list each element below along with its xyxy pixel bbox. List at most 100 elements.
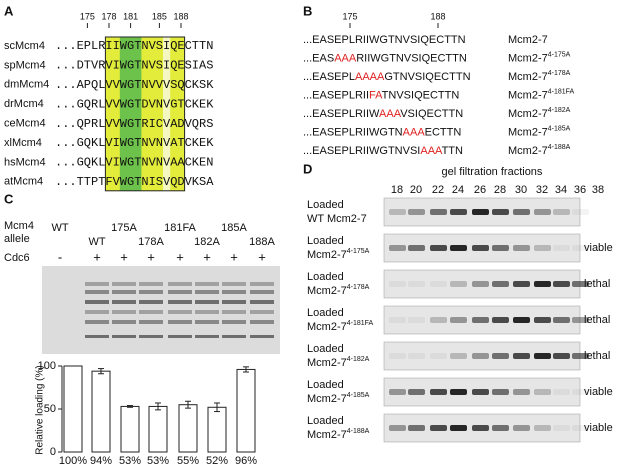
text-part: 4-181FA (548, 88, 575, 95)
gel-title: gel filtration fractions (442, 166, 543, 178)
sequence: ...EASEPLRIIFATNVSIQECTTN (303, 89, 459, 101)
gel-band (139, 300, 163, 304)
cdc6-label: + (147, 249, 155, 264)
row-label: Mcm2-74-175A (307, 248, 370, 261)
gel-band (408, 389, 425, 395)
gel-band (85, 335, 109, 338)
sequence: ...EPLRIIWGTNVSIQECTTN (55, 39, 213, 53)
text-part: 4-185A (347, 392, 370, 399)
cdc6-label: + (120, 249, 128, 264)
gel-band (168, 282, 192, 286)
highlight (119, 37, 142, 191)
gel-band (450, 281, 467, 287)
gel-band (408, 353, 425, 359)
gel-band (195, 320, 219, 324)
text-part: 4-185A (548, 125, 571, 132)
gel-band (222, 300, 246, 304)
gel-band (85, 310, 109, 314)
text-part: Mcm2-7 (508, 126, 548, 138)
gel-band (250, 310, 274, 314)
gel-band (472, 389, 489, 395)
text-part: Mcm2-7 (508, 34, 548, 46)
text-part: Mcm2-7 (307, 429, 347, 441)
gel-band (430, 425, 447, 431)
gel-band (168, 310, 192, 314)
fraction-number: 38 (592, 184, 604, 196)
row-label: Loaded (307, 307, 344, 319)
gel-band (389, 317, 406, 323)
fraction-number: 24 (452, 184, 464, 196)
gel-band (572, 281, 589, 287)
bar (178, 404, 198, 453)
gel-band (408, 317, 425, 323)
error-bar (214, 402, 220, 413)
row-label: Loaded (307, 379, 344, 391)
text-part: TNVSIQECTTN (382, 89, 460, 101)
bar (236, 368, 256, 453)
allele-label: 178A (138, 236, 164, 248)
gel-band (139, 290, 163, 294)
cdc6-label: - (58, 249, 62, 264)
gel-band (572, 425, 589, 431)
gel-band (553, 209, 570, 215)
cdc6-label: + (93, 249, 101, 264)
row-label: Mcm2-74-182A (307, 356, 370, 369)
y-tick-label: 0 (50, 446, 56, 458)
allele-label: 185A (221, 222, 247, 234)
text-part: Mcm2-7 (307, 249, 347, 261)
gel-band (112, 310, 136, 314)
gel-band (513, 281, 530, 287)
species-name: drMcm4 (4, 98, 44, 110)
text-part: ECTTN (425, 126, 462, 138)
gel-band (430, 353, 447, 359)
mutant-name: Mcm2-7 (508, 34, 548, 46)
gel-band (492, 317, 509, 323)
allele-label: 182A (194, 236, 220, 248)
gel-band (408, 281, 425, 287)
gel-band (85, 300, 109, 304)
value-label: 53% (147, 455, 169, 465)
gel-band (472, 281, 489, 287)
box (104, 36, 186, 192)
gel-band (112, 320, 136, 324)
gel-band (430, 317, 447, 323)
text-part: 4-181FA (347, 320, 374, 327)
gel-band (389, 281, 406, 287)
gel-band (572, 209, 589, 215)
species-name: ceMcm4 (4, 118, 46, 130)
text-part: AAA (379, 108, 402, 120)
gel-band (389, 353, 406, 359)
gel-band (513, 317, 530, 323)
gel-band (168, 300, 192, 304)
value-label: 52% (206, 455, 228, 465)
gel-band (195, 300, 219, 304)
gel-band (513, 353, 530, 359)
gel-band (139, 310, 163, 314)
text-part: ...EASEPLRIIW (303, 108, 380, 120)
text-part: AAA (334, 52, 357, 64)
row-label: Loaded (307, 199, 344, 211)
sequence: ...APQLVVWGTNVVVSQCKSK (55, 78, 214, 92)
text-part: AAA (403, 126, 426, 138)
text-part: Mcm2-7 (307, 357, 347, 369)
text-part: Mcm2-7 (508, 108, 548, 120)
gel-band (534, 317, 551, 323)
text-part: ...EASEPLRIIWGTNVSIQECTTN (303, 34, 466, 46)
gel-band (389, 245, 406, 251)
species-name: xlMcm4 (4, 137, 42, 149)
gel-band (450, 245, 467, 251)
text-part: 4-175A (548, 51, 571, 58)
gel-band (492, 209, 509, 215)
gel-band (222, 290, 246, 294)
gel-band (389, 209, 406, 215)
gel-band (430, 245, 447, 251)
text-part: ...EASEPLRIIWGTNVSI (303, 145, 420, 157)
panel-label: B (303, 3, 312, 18)
sequence: ...EASEPLRIIWGTNVSIAAATTN (303, 145, 463, 157)
gel-band (139, 320, 163, 324)
text-part: ...EASEPLRII (303, 89, 369, 101)
text-part: Mcm2-7 (307, 393, 347, 405)
error-bar (243, 366, 249, 373)
species-name: atMcm4 (4, 176, 43, 188)
gel-band (408, 425, 425, 431)
